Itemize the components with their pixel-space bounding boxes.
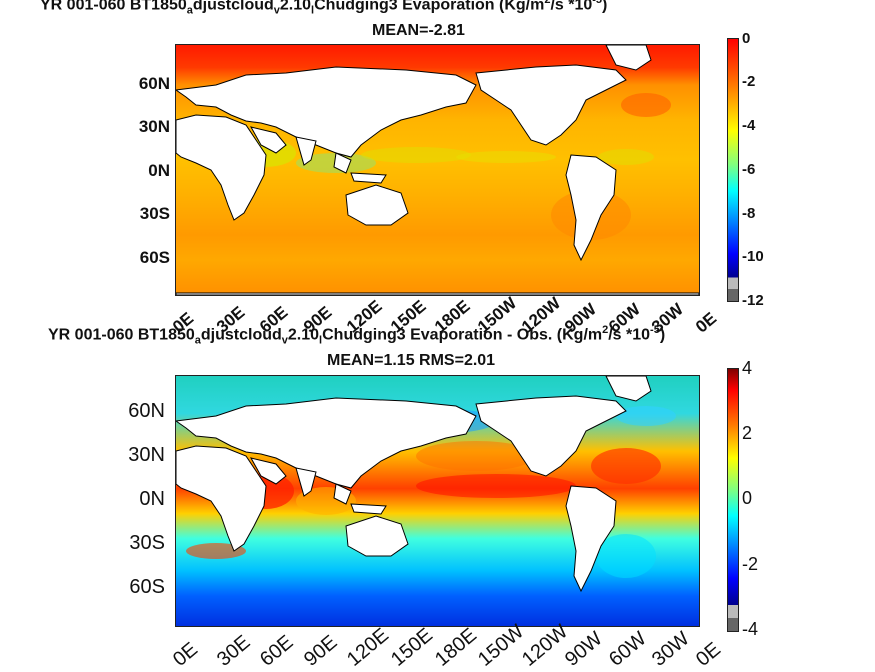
cb-top-0: 0 [742, 30, 751, 47]
lon-label: 120E [343, 623, 394, 671]
top-panel-mean: MEAN=-2.81 [372, 22, 465, 39]
cb-top-4: -8 [742, 205, 756, 222]
lon-label: 0E [692, 638, 725, 671]
lat-label-0n: 0N [139, 488, 165, 510]
bottom-panel-stats: MEAN=1.15 RMS=2.01 [327, 352, 496, 369]
cb-top-3: -6 [742, 161, 756, 178]
bottom-colorbar-svg [728, 369, 738, 631]
lon-label: 90E [299, 631, 342, 671]
bottom-colorbar [727, 368, 739, 632]
lat-label-60n: 60N [128, 400, 165, 422]
cb-bot-3: -2 [742, 554, 759, 574]
top-panel-title: YR 001-060 BT1850adjustcloudv2.10lChudgi… [40, 0, 608, 17]
lat-label-0n: 0N [148, 161, 170, 180]
lat-label-30n: 30N [128, 444, 165, 466]
bottom-map-svg [176, 376, 699, 626]
lon-label: 150W [474, 620, 529, 671]
lon-label: 60E [256, 631, 298, 671]
cb-top-1: -2 [742, 73, 756, 90]
cb-top-5: -10 [742, 248, 764, 265]
cb-bot-2: 0 [742, 488, 753, 508]
top-colorbar [727, 38, 739, 302]
lon-label: 30W [648, 627, 695, 671]
lon-label: 30E [212, 631, 254, 671]
cb-top-2: -4 [742, 117, 756, 134]
top-colorbar-svg [728, 39, 738, 301]
lon-label: 120W [517, 620, 572, 671]
lon-label: 180E [430, 623, 481, 671]
bottom-map [175, 375, 700, 627]
lon-label: 150E [386, 623, 437, 671]
cb-bot-0: 4 [742, 358, 753, 378]
lon-label: 0E [692, 308, 721, 337]
bottom-panel-title: YR 001-060 BT1850adjustcloudv2.10lChudgi… [48, 324, 666, 347]
lat-label-30s: 30S [139, 204, 170, 223]
cb-top-6: -12 [742, 292, 764, 309]
lon-label: 60W [604, 627, 651, 671]
lat-label-60n: 60N [138, 74, 170, 93]
cb-bot-4: -4 [742, 619, 759, 639]
lat-label-60s: 60S [129, 576, 165, 598]
lat-label-60s: 60S [139, 248, 170, 267]
lat-label-30n: 30N [138, 117, 170, 136]
cb-bot-1: 2 [742, 423, 753, 443]
top-map [175, 44, 700, 296]
top-map-svg [176, 45, 699, 295]
lon-label: 0E [169, 638, 202, 671]
lat-label-30s: 30S [129, 532, 165, 554]
